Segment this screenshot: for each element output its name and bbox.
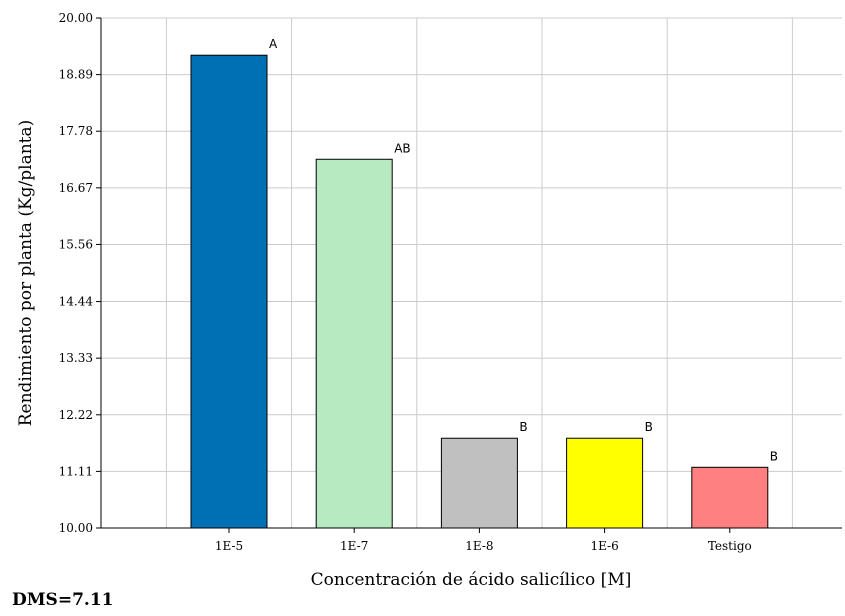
y-tick-label: 18.89 xyxy=(59,68,93,82)
x-tick-label: 1E-6 xyxy=(590,539,618,553)
labels: A AB B B B xyxy=(269,37,778,463)
x-tick-label: 1E-7 xyxy=(340,539,368,553)
y-tick-label: 13.33 xyxy=(59,351,93,365)
y-tick-label: 20.00 xyxy=(59,11,93,25)
x-axis-title: Concentración de ácido salicílico [M] xyxy=(311,570,632,588)
bar-chart: 10.00 11.11 12.22 13.33 14.44 15.56 16.67 17.78… xyxy=(16,11,842,588)
y-tick-label: 15.56 xyxy=(59,237,93,251)
y-tick-label: 16.67 xyxy=(59,181,93,195)
bar-1e-7 xyxy=(315,158,393,529)
x-tick-label: 1E-5 xyxy=(215,539,243,553)
bar-testigo xyxy=(691,466,769,529)
y-tick-label: 12.22 xyxy=(59,408,93,422)
y-tick-label: 17.78 xyxy=(59,124,93,138)
axes xyxy=(100,18,842,529)
x-tick-label: Testigo xyxy=(708,539,752,553)
bars xyxy=(190,54,769,529)
ticks: 10.00 11.11 12.22 13.33 14.44 15.56 16.67 17.78… xyxy=(59,11,752,553)
significance-letter: B xyxy=(519,420,527,434)
significance-letter: AB xyxy=(394,141,410,155)
bar-1e-5 xyxy=(190,54,268,529)
y-tick-label: 14.44 xyxy=(59,295,94,309)
significance-letter: B xyxy=(770,449,778,463)
dms-footnote: DMS=7.11 xyxy=(12,590,114,610)
y-axis-title: Rendimiento por planta (Kg/planta) xyxy=(16,120,36,427)
bar-1e-8 xyxy=(440,437,518,529)
y-tick-label: 10.00 xyxy=(59,521,93,535)
significance-letter: A xyxy=(269,37,278,51)
y-tick-label: 11.11 xyxy=(59,464,93,478)
x-tick-label: 1E-8 xyxy=(465,539,493,553)
bar-1e-6 xyxy=(566,437,644,529)
significance-letter: B xyxy=(645,420,653,434)
